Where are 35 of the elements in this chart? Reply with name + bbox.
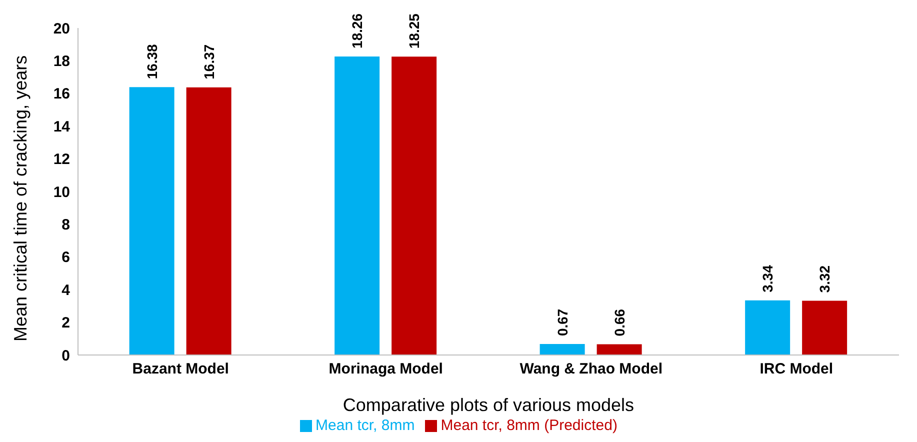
x-tick-label: Morinaga Model xyxy=(328,360,443,378)
bar xyxy=(540,344,585,355)
y-tick-label: 8 xyxy=(62,216,70,234)
data-label: 3.34 xyxy=(760,264,776,292)
data-label: 0.66 xyxy=(611,308,628,336)
data-label: 18.26 xyxy=(349,13,366,48)
bar xyxy=(802,300,848,355)
bar xyxy=(334,56,380,355)
x-axis-title: Comparative plots of various models xyxy=(342,395,634,415)
y-axis-title: Mean critical time of cracking, years xyxy=(10,55,30,342)
y-tick-label: 16 xyxy=(53,86,70,103)
data-label: 0.67 xyxy=(554,308,570,336)
data-label: 16.37 xyxy=(200,44,217,80)
y-tick-label: 0 xyxy=(62,347,70,364)
x-tick-label: IRC Model xyxy=(760,360,834,378)
y-tick-label: 2 xyxy=(62,314,70,332)
legend-label: Mean tcr, 8mm xyxy=(316,417,415,434)
y-tick-label: 10 xyxy=(53,184,70,201)
y-tick-label: 14 xyxy=(53,118,71,136)
y-tick-label: 18 xyxy=(53,53,70,70)
bar xyxy=(596,344,642,355)
bar xyxy=(392,56,437,355)
data-label: 16.38 xyxy=(144,44,160,80)
x-tick-label: Bazant Model xyxy=(132,360,229,378)
y-tick-label: 6 xyxy=(62,249,70,266)
data-label: 18.25 xyxy=(406,13,422,49)
y-tick-label: 12 xyxy=(53,151,70,168)
data-label: 3.32 xyxy=(816,265,833,293)
x-tick-label: Wang & Zhao Model xyxy=(520,360,663,378)
y-tick-label: 20 xyxy=(53,20,70,38)
bar xyxy=(186,87,232,355)
bar xyxy=(745,300,790,355)
legend-label: Mean tcr, 8mm (Predicted) xyxy=(440,417,618,434)
y-tick-label: 4 xyxy=(62,282,71,299)
bar xyxy=(129,87,174,355)
